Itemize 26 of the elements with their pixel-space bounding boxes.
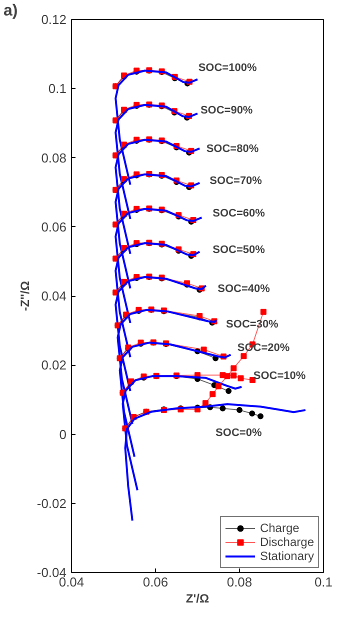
annotation: SOC=90% bbox=[200, 104, 253, 117]
annotation: SOC=100% bbox=[198, 62, 257, 74]
annotation: SOC=10% bbox=[253, 370, 306, 382]
y-tick-label: 0.1 bbox=[48, 81, 67, 96]
chart-title: a) bbox=[4, 2, 18, 20]
y-tick-label: 0.12 bbox=[41, 12, 67, 27]
annotation: SOC=50% bbox=[212, 244, 266, 256]
annotation: SOC=0% bbox=[216, 427, 262, 440]
x-tick-label: 0.08 bbox=[226, 574, 252, 590]
x-axis-title: Z'/Ω bbox=[186, 592, 210, 606]
y-tick-label: 0 bbox=[59, 426, 67, 442]
y-tick-label: -0.02 bbox=[36, 496, 67, 511]
legend-label: Discharge bbox=[260, 535, 314, 549]
y-axis-title: -Z''/Ω bbox=[18, 280, 32, 311]
annotation: SOC=40% bbox=[218, 283, 270, 296]
annotation: SOC=60% bbox=[212, 208, 266, 220]
y-tick-label: 0.06 bbox=[41, 219, 67, 234]
x-tick-label: 0.1 bbox=[314, 574, 333, 590]
legend-label: Charge bbox=[260, 521, 300, 535]
y-tick-label: 0.02 bbox=[41, 358, 67, 373]
y-tick-label: 0.04 bbox=[41, 288, 67, 304]
y-tick-label: 0.08 bbox=[41, 150, 67, 166]
legend-label: Stationary bbox=[260, 549, 314, 563]
x-tick-label: 0.06 bbox=[142, 574, 168, 590]
annotation: SOC=70% bbox=[210, 174, 262, 187]
annotation: SOC=80% bbox=[206, 142, 259, 155]
